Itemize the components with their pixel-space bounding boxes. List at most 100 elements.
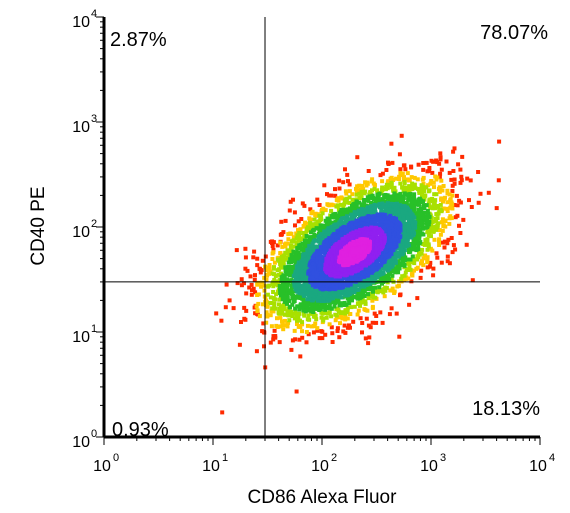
density-point [248,274,253,279]
density-point [245,268,250,273]
density-point [421,167,426,172]
density-point [395,253,400,258]
density-point [291,244,296,249]
density-point [398,261,403,266]
density-point [343,189,348,194]
density-point [310,217,315,222]
density-point [434,216,438,221]
density-point [364,316,369,321]
density-point [441,184,446,188]
density-point [305,297,310,302]
density-point [307,216,312,221]
density-point [379,263,384,268]
density-point [405,216,410,221]
density-point [399,133,404,138]
density-point [433,198,438,203]
density-point [414,240,419,245]
density-point [367,335,372,340]
density-point [297,324,302,328]
density-point [278,240,283,245]
density-point [337,186,342,191]
density-point [269,300,274,305]
density-point [446,237,451,242]
density-point [365,222,370,227]
density-point [243,317,248,322]
density-point [378,275,383,280]
density-point [452,146,457,151]
density-point [412,192,417,197]
density-point [381,263,386,268]
density-point [268,313,273,318]
density-point [329,325,334,330]
density-point [362,191,367,196]
density-point [372,183,377,188]
density-point [270,244,275,248]
density-point [407,188,412,193]
density-point [294,389,299,394]
density-point [389,306,394,311]
density-point [342,323,347,328]
density-point [411,242,416,247]
density-point [329,193,334,198]
density-point [224,282,229,287]
density-point [301,289,306,294]
density-point [434,177,439,182]
density-point [275,243,280,248]
density-point [325,291,330,296]
density-point [307,218,312,223]
density-point [281,327,286,332]
density-point [315,328,320,333]
density-point [425,258,430,263]
density-point [322,183,327,188]
density-point [391,178,396,182]
density-point [307,235,312,240]
density-point [343,308,348,313]
density-point [394,216,398,221]
density-point [253,273,257,278]
density-point [234,248,239,253]
density-point [312,271,316,276]
density-point [330,331,335,336]
density-point [290,285,294,290]
density-point [295,322,299,326]
density-point [437,228,442,233]
density-point [390,211,395,216]
density-point [304,229,309,234]
density-point [281,287,285,292]
density-point [346,266,351,271]
density-point [447,170,452,175]
density-point [438,232,443,237]
density-point [415,215,420,220]
density-point [296,265,301,269]
density-point [277,340,282,345]
density-point [366,211,371,216]
density-point [389,194,394,199]
density-point [452,177,457,182]
density-point [326,247,331,252]
density-point [360,330,364,335]
density-point [264,300,269,305]
density-point [273,274,278,278]
density-point [356,301,361,306]
density-point [355,190,359,195]
density-point [289,312,294,317]
density-point [310,243,315,248]
density-point [295,285,300,290]
density-point [323,208,328,213]
density-point [214,311,219,316]
density-point [374,203,379,208]
density-point [435,255,440,260]
density-point [310,264,315,268]
density-point [291,197,295,202]
density-point [330,215,335,220]
density-point [408,196,413,201]
density-point [458,167,463,172]
density-point [347,189,352,194]
density-point [290,289,295,294]
density-point [261,329,266,334]
density-point [402,191,407,196]
density-point [293,294,297,299]
density-point [419,200,424,205]
density-point [425,265,430,270]
density-point [327,322,332,327]
